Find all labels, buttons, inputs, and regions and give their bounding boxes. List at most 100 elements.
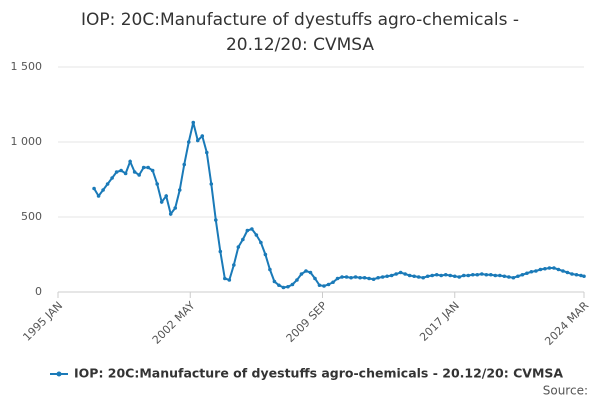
data-point bbox=[299, 272, 304, 276]
data-point bbox=[286, 284, 290, 289]
data-point bbox=[484, 272, 489, 277]
data-point bbox=[195, 138, 200, 143]
data-point bbox=[232, 263, 236, 267]
data-point bbox=[475, 272, 480, 277]
data-point bbox=[534, 269, 538, 273]
x-tick-label: 2024 MAR bbox=[542, 299, 591, 348]
data-point bbox=[470, 272, 475, 277]
data-point bbox=[367, 276, 371, 281]
data-point bbox=[128, 159, 132, 164]
data-point bbox=[155, 182, 159, 186]
data-point bbox=[268, 267, 272, 272]
data-point bbox=[362, 275, 367, 280]
data-point bbox=[164, 194, 169, 198]
data-point bbox=[331, 280, 335, 285]
data-point bbox=[204, 150, 209, 155]
data-point bbox=[511, 275, 516, 280]
data-point bbox=[461, 273, 466, 278]
x-tick-label: 1995 JAN bbox=[20, 299, 65, 344]
y-tick-label: 500 bbox=[21, 210, 42, 223]
data-point bbox=[110, 176, 114, 180]
data-point bbox=[92, 186, 96, 191]
data-point bbox=[177, 188, 182, 192]
data-point bbox=[168, 212, 173, 216]
data-point bbox=[502, 274, 507, 279]
x-tick-label: 2002 MAY bbox=[150, 299, 198, 347]
x-tick-label: 2017 JAN bbox=[417, 299, 462, 344]
data-point bbox=[250, 227, 254, 231]
data-line bbox=[93, 122, 585, 289]
x-tick-label: 2009 SEP bbox=[284, 299, 330, 345]
data-point bbox=[191, 120, 196, 125]
data-point bbox=[308, 270, 313, 275]
data-point bbox=[385, 274, 389, 279]
data-point bbox=[520, 272, 525, 277]
data-point bbox=[574, 272, 579, 277]
data-point bbox=[525, 271, 529, 276]
data-point bbox=[371, 277, 376, 282]
data-point bbox=[507, 275, 511, 279]
data-point bbox=[412, 274, 416, 279]
data-point bbox=[223, 276, 227, 281]
data-point bbox=[146, 165, 150, 170]
data-point bbox=[236, 245, 241, 249]
y-tick-label: 0 bbox=[35, 285, 42, 298]
data-point bbox=[452, 274, 457, 279]
data-point bbox=[349, 275, 353, 280]
data-point bbox=[317, 283, 322, 288]
data-point bbox=[353, 275, 358, 279]
data-point bbox=[556, 267, 561, 272]
legend-marker bbox=[56, 371, 62, 377]
data-point bbox=[254, 233, 259, 237]
data-point bbox=[119, 168, 123, 173]
data-point bbox=[407, 273, 412, 278]
data-point bbox=[218, 249, 223, 254]
data-point bbox=[322, 284, 326, 288]
data-point bbox=[335, 276, 340, 281]
y-tick-label: 1 500 bbox=[11, 60, 43, 73]
data-point bbox=[290, 282, 295, 287]
data-point bbox=[570, 272, 574, 276]
data-point bbox=[313, 276, 317, 281]
data-point bbox=[443, 272, 448, 277]
data-point bbox=[565, 270, 570, 275]
data-point bbox=[295, 278, 299, 282]
data-point bbox=[182, 162, 187, 167]
data-point bbox=[552, 266, 556, 270]
data-point bbox=[480, 272, 484, 276]
data-point bbox=[394, 272, 398, 276]
data-point bbox=[132, 170, 137, 174]
data-point bbox=[538, 267, 543, 272]
data-point bbox=[421, 275, 425, 280]
data-point bbox=[582, 274, 586, 279]
data-point bbox=[340, 275, 344, 279]
data-point bbox=[173, 206, 178, 210]
data-point bbox=[398, 270, 403, 275]
data-point bbox=[277, 283, 281, 288]
data-point bbox=[281, 285, 286, 290]
data-point bbox=[141, 165, 146, 170]
data-point bbox=[434, 272, 439, 277]
data-point bbox=[425, 274, 430, 279]
data-point bbox=[389, 273, 394, 278]
data-point bbox=[498, 273, 502, 278]
data-point bbox=[579, 273, 583, 278]
data-point bbox=[259, 240, 263, 245]
data-point bbox=[489, 272, 493, 277]
data-point bbox=[101, 188, 105, 192]
data-point bbox=[114, 170, 119, 174]
data-point bbox=[245, 228, 250, 233]
data-point bbox=[547, 266, 552, 270]
data-point bbox=[344, 275, 349, 279]
data-point bbox=[376, 275, 380, 280]
data-point bbox=[358, 275, 362, 280]
data-point bbox=[516, 274, 520, 279]
legend-label: IOP: 20C:Manufacture of dyestuffs agro-c… bbox=[74, 366, 563, 381]
data-point bbox=[150, 168, 155, 173]
data-point bbox=[263, 252, 268, 257]
data-point bbox=[403, 272, 407, 276]
data-point bbox=[123, 171, 128, 176]
data-point bbox=[380, 275, 385, 279]
